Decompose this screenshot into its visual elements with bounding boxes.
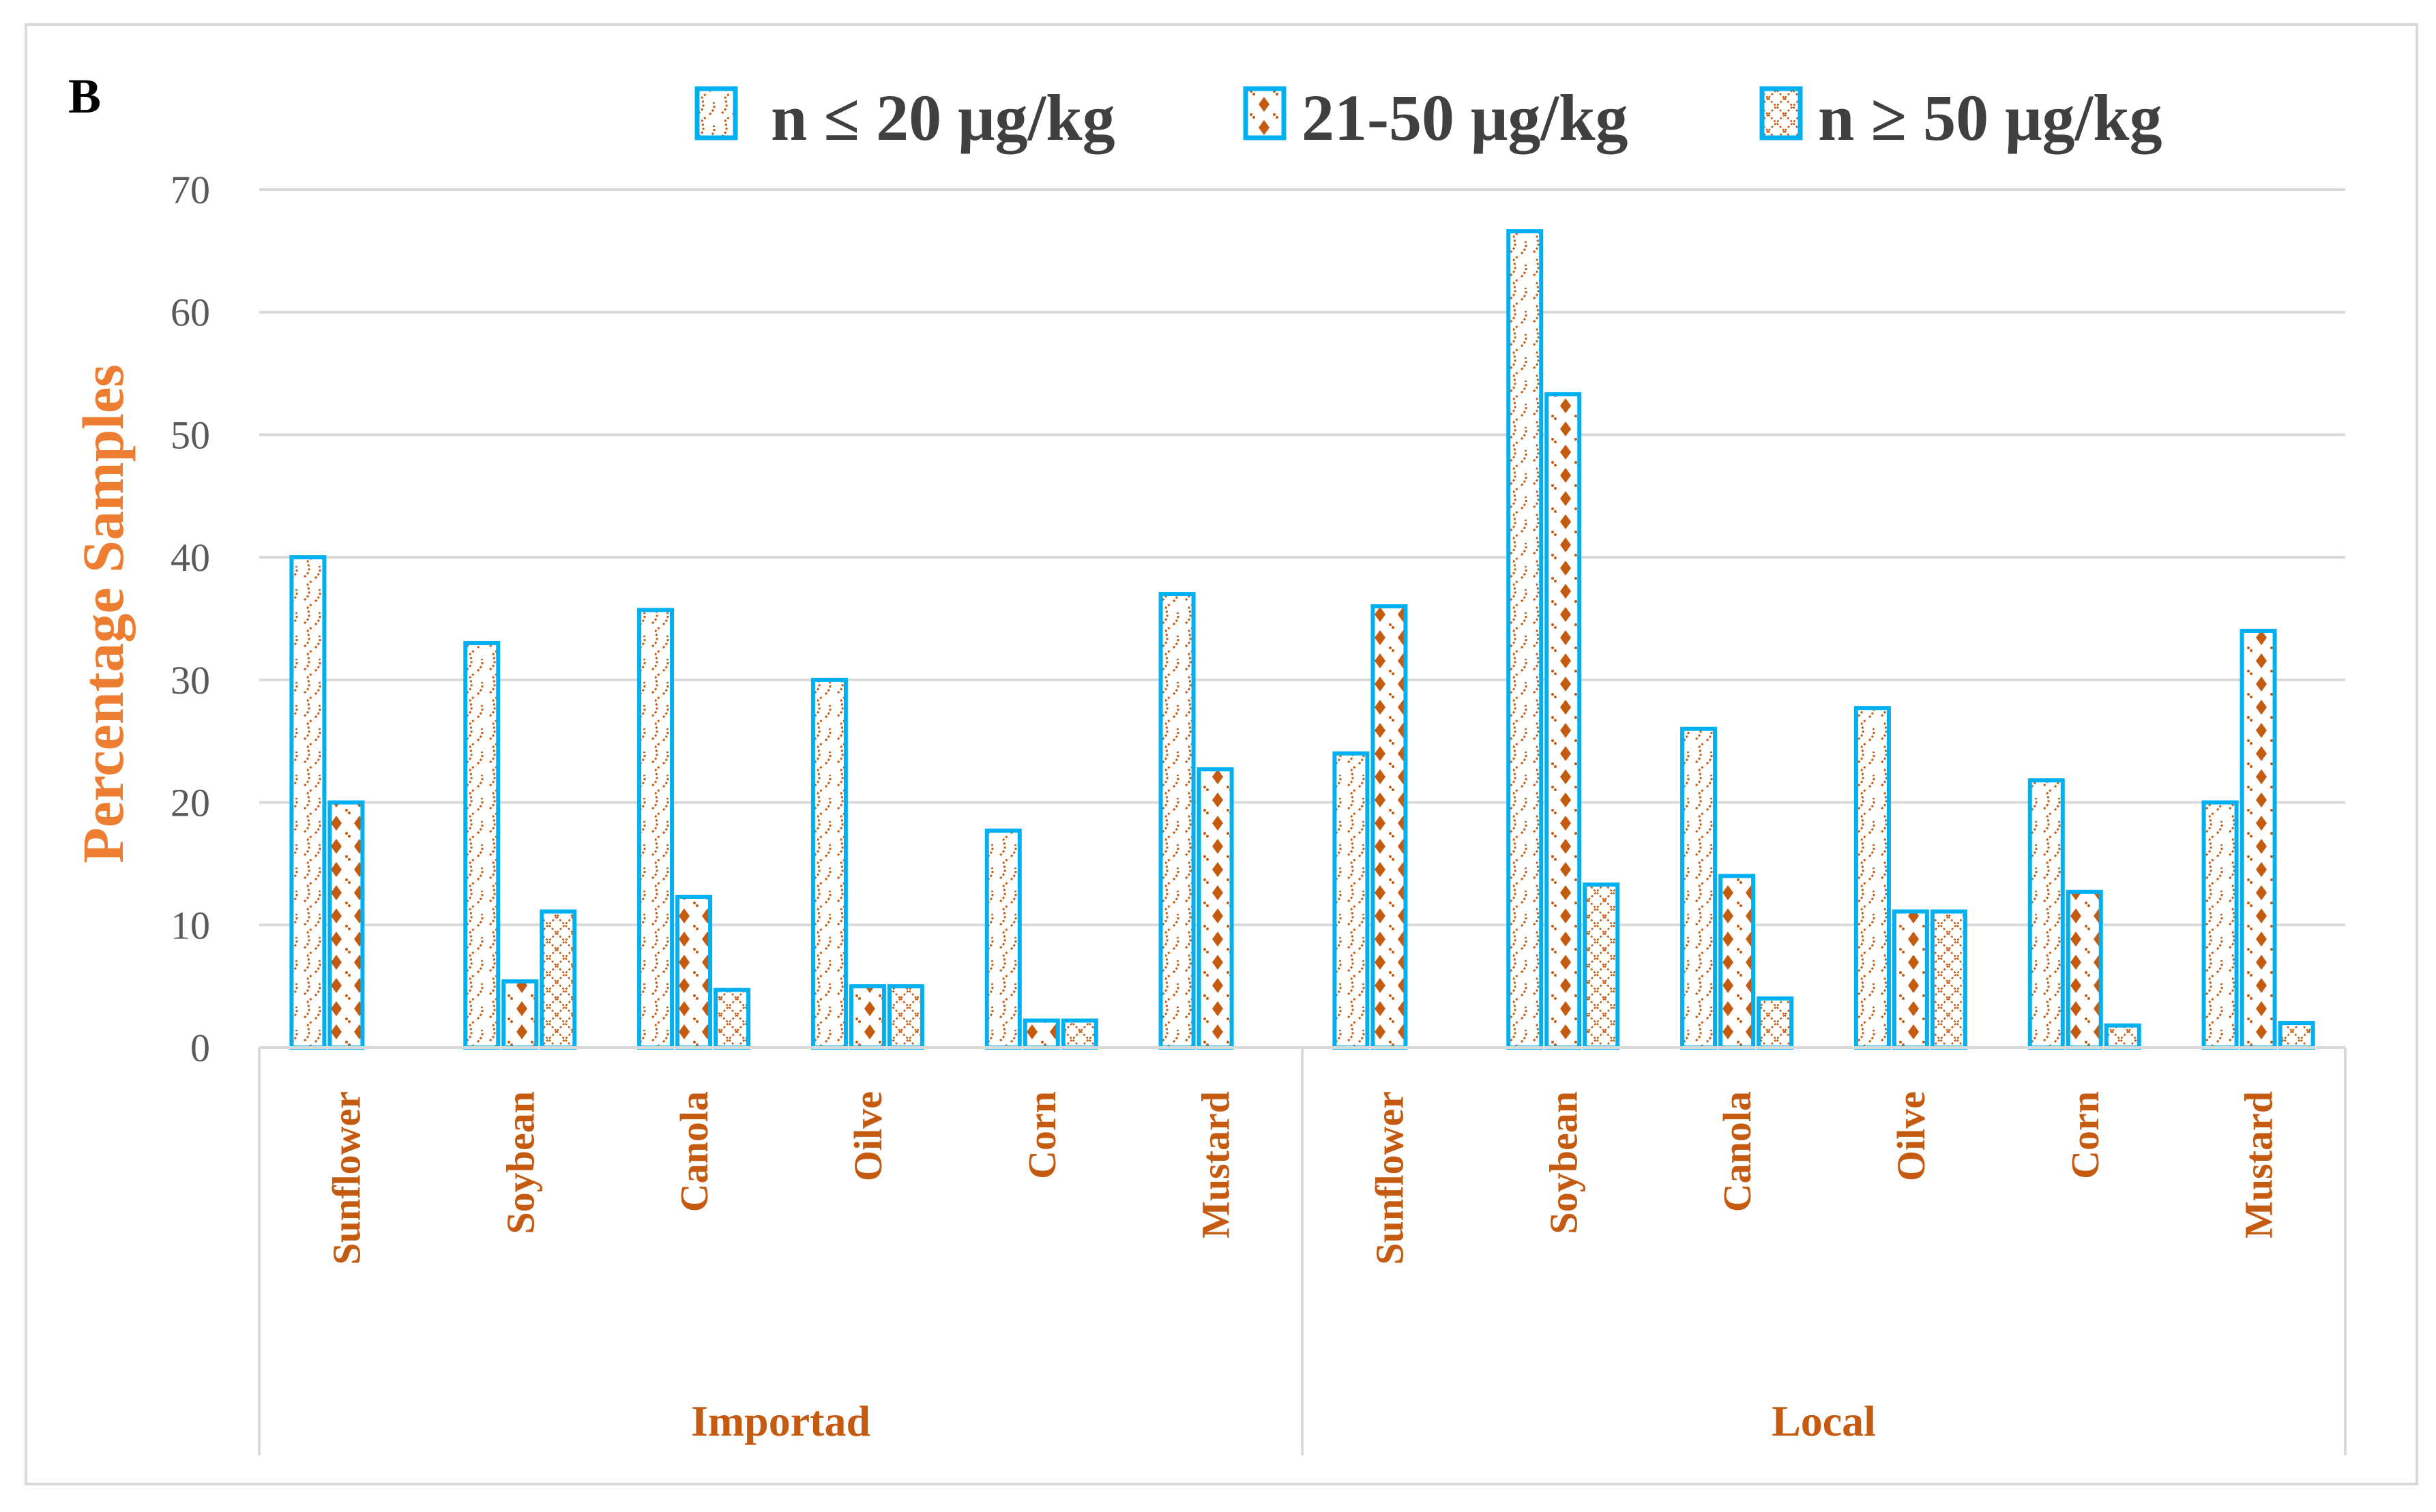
bar-mid-canola-local bbox=[1718, 874, 1756, 1050]
x-tick-label-corn-importad: Corn bbox=[1020, 1091, 1064, 1179]
y-tick-label-70: 70 bbox=[171, 168, 210, 212]
bar-high-corn-importad bbox=[1061, 1018, 1098, 1050]
bar-low-mustard-importad bbox=[1158, 592, 1196, 1050]
bar-low-corn-local bbox=[2027, 778, 2065, 1050]
bar-low-sunflower-importad bbox=[289, 555, 327, 1050]
bar-low-oilve-local bbox=[1853, 706, 1891, 1050]
group-label-local: Local bbox=[1772, 1397, 1876, 1445]
bar-mid-mustard-local bbox=[2240, 628, 2277, 1050]
bar-high-oilve-local bbox=[1930, 909, 1967, 1050]
y-tick-label-30: 30 bbox=[171, 658, 210, 702]
x-tick-label-canola-importad: Canola bbox=[672, 1091, 716, 1212]
bar-high-canola-importad bbox=[714, 988, 751, 1050]
y-tick-label-10: 10 bbox=[171, 903, 210, 947]
x-tick-label-corn-local: Corn bbox=[2063, 1091, 2107, 1179]
bar-mid-sunflower-local bbox=[1370, 604, 1408, 1050]
bar-low-oilve-importad bbox=[810, 677, 848, 1050]
x-tick-label-mustard-local: Mustard bbox=[2237, 1091, 2281, 1239]
gridlines bbox=[259, 188, 2345, 927]
bar-mid-oilve-importad bbox=[849, 984, 886, 1050]
legend-swatch-mid bbox=[1243, 86, 1287, 140]
bar-high-canola-local bbox=[1757, 996, 1794, 1050]
bar-low-canola-local bbox=[1680, 726, 1718, 1050]
group-label-importad: Importad bbox=[691, 1397, 870, 1445]
bar-high-oilve-importad bbox=[887, 984, 924, 1050]
legend-swatch-high bbox=[1759, 86, 1803, 140]
legend-label-low: n ≤ 20 μg/kg bbox=[771, 81, 1115, 154]
legend-label-mid: 21-50 μg/kg bbox=[1302, 81, 1628, 154]
y-tick-label-50: 50 bbox=[171, 413, 210, 457]
bar-low-soybean-importad bbox=[463, 640, 501, 1050]
bar-mid-corn-local bbox=[2066, 889, 2103, 1050]
y-tick-label-40: 40 bbox=[171, 535, 210, 580]
y-axis-title: Percentage Samples bbox=[70, 364, 136, 863]
y-tick-label-60: 60 bbox=[171, 291, 210, 335]
y-tick-label-0: 0 bbox=[190, 1026, 210, 1070]
panel-label: B bbox=[68, 69, 101, 123]
bar-mid-mustard-importad bbox=[1197, 767, 1234, 1050]
bar-high-mustard-local bbox=[2278, 1021, 2315, 1050]
legend-label-high: n ≥ 50 μg/kg bbox=[1818, 81, 2162, 154]
x-axis bbox=[258, 1046, 2347, 1455]
x-tick-label-oilve-local: Oilve bbox=[1889, 1091, 1933, 1181]
bar-low-soybean-local bbox=[1506, 229, 1544, 1050]
x-tick-label-sunflower-local: Sunflower bbox=[1367, 1091, 1411, 1265]
bar-low-corn-importad bbox=[984, 828, 1022, 1050]
x-axis-labels: Sunflower Soybean Canola Oilve Corn Mustard Su… bbox=[324, 1091, 2280, 1445]
y-tick-label-20: 20 bbox=[171, 781, 210, 825]
x-tick-label-soybean-local: Soybean bbox=[1541, 1091, 1585, 1234]
legend: n ≤ 20 μg/kg 21-50 μg/kg n ≥ 50 μg/kg bbox=[694, 81, 2162, 154]
y-axis-ticks: 0 10 20 30 40 50 60 70 bbox=[171, 168, 210, 1070]
x-tick-label-mustard-importad: Mustard bbox=[1194, 1091, 1238, 1239]
x-tick-label-soybean-importad: Soybean bbox=[498, 1091, 542, 1234]
bar-mid-oilve-local bbox=[1892, 909, 1929, 1050]
bar-mid-canola-importad bbox=[675, 894, 713, 1050]
bar-mid-corn-importad bbox=[1023, 1018, 1060, 1050]
chart-frame bbox=[25, 23, 2418, 1485]
x-tick-label-canola-local: Canola bbox=[1715, 1091, 1759, 1212]
x-tick-label-sunflower-importad: Sunflower bbox=[324, 1091, 368, 1265]
x-tick-label-oilve-importad: Oilve bbox=[846, 1091, 890, 1181]
bar-high-soybean-local bbox=[1583, 882, 1620, 1050]
bar-mid-soybean-importad bbox=[501, 979, 539, 1050]
legend-swatch-low bbox=[694, 86, 738, 140]
bars bbox=[289, 229, 2315, 1050]
bar-high-soybean-importad bbox=[540, 909, 577, 1050]
bar-mid-soybean-local bbox=[1544, 392, 1582, 1050]
bar-low-mustard-local bbox=[2201, 800, 2239, 1050]
bar-mid-sunflower-importad bbox=[327, 800, 365, 1050]
bar-high-corn-local bbox=[2104, 1023, 2141, 1050]
bar-low-canola-importad bbox=[637, 608, 675, 1050]
bar-low-sunflower-local bbox=[1332, 751, 1370, 1050]
